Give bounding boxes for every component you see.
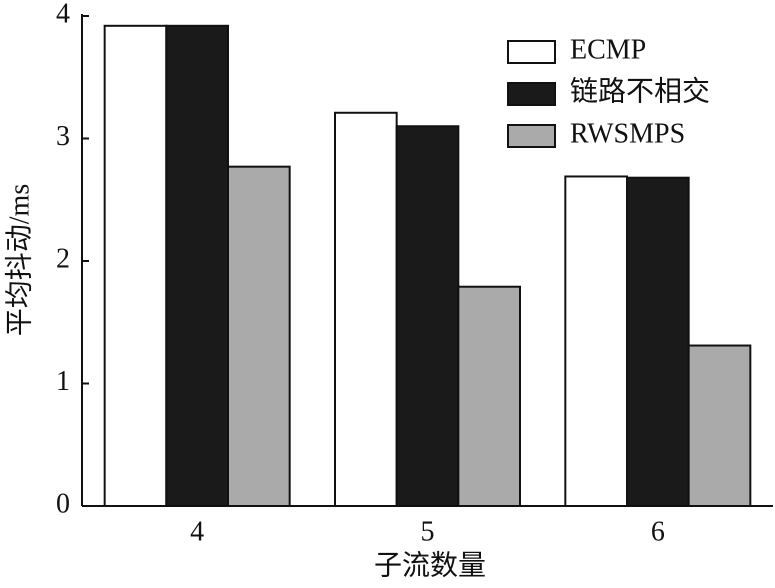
legend-swatch xyxy=(507,82,556,106)
legend-label: ECMP xyxy=(570,34,646,65)
legend-swatch xyxy=(507,124,556,148)
bar xyxy=(626,176,690,507)
bar xyxy=(334,111,398,508)
y-tick-label: 3 xyxy=(56,121,70,152)
bar xyxy=(395,125,460,507)
y-tick-label: 1 xyxy=(56,366,70,397)
y-tick-label: 0 xyxy=(56,488,70,519)
x-axis-label: 子流数量 xyxy=(374,549,486,581)
x-tick-label: 6 xyxy=(651,516,665,547)
bar xyxy=(165,24,229,508)
legend-swatch xyxy=(507,40,556,64)
y-tick-label: 4 xyxy=(56,0,70,29)
bar xyxy=(564,175,628,507)
legend-label: 链路不相交 xyxy=(570,75,710,107)
bar xyxy=(227,165,291,508)
y-tick-label: 2 xyxy=(56,243,70,274)
bar xyxy=(687,344,752,507)
x-tick-label: 4 xyxy=(190,516,204,547)
bar xyxy=(103,24,168,508)
bar xyxy=(457,285,522,507)
x-tick-label: 5 xyxy=(421,516,435,547)
legend-label: RWSMPS xyxy=(570,118,685,149)
y-axis-label: 平均抖动/ms xyxy=(3,184,35,336)
